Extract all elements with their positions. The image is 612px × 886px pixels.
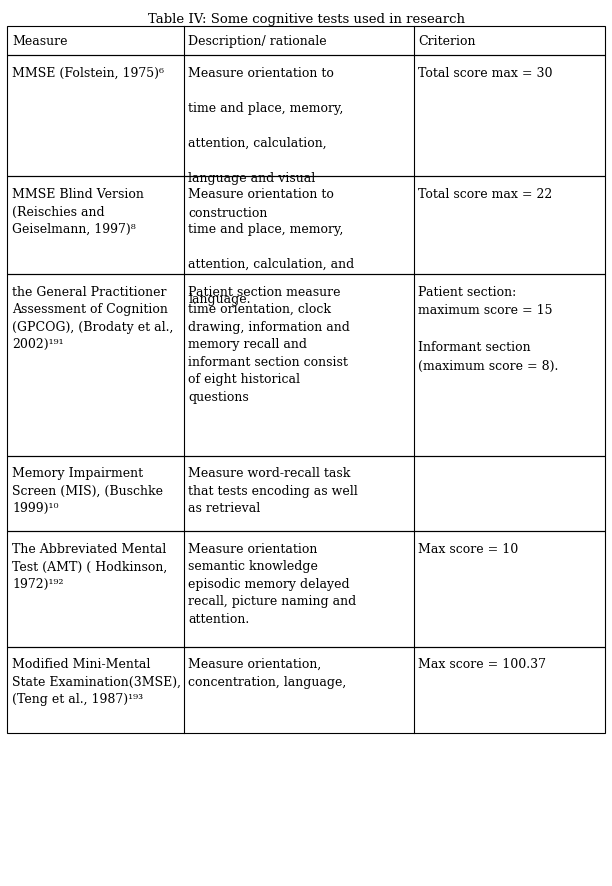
Text: Measure: Measure — [12, 35, 68, 48]
Bar — [7, 275, 605, 456]
Bar — [7, 177, 605, 275]
Text: Max score = 100.37: Max score = 100.37 — [419, 657, 547, 671]
Text: Table IV: Some cognitive tests used in research: Table IV: Some cognitive tests used in r… — [147, 13, 465, 27]
Text: Measure orientation
semantic knowledge
episodic memory delayed
recall, picture n: Measure orientation semantic knowledge e… — [188, 542, 357, 626]
Text: Patient section measure
time orientation, clock
drawing, information and
memory : Patient section measure time orientation… — [188, 285, 350, 403]
Text: Measure orientation,
concentration, language,: Measure orientation, concentration, lang… — [188, 657, 346, 688]
Bar — [7, 56, 605, 177]
Bar — [7, 456, 605, 532]
Text: the General Practitioner
Assessment of Cognition
(GPCOG), (Brodaty et al.,
2002): the General Practitioner Assessment of C… — [12, 285, 174, 351]
Text: MMSE (Folstein, 1975)⁶: MMSE (Folstein, 1975)⁶ — [12, 66, 164, 80]
Text: Memory Impairment
Screen (MIS), (Buschke
1999)¹⁰: Memory Impairment Screen (MIS), (Buschke… — [12, 467, 163, 515]
Text: Description/ rationale: Description/ rationale — [188, 35, 327, 48]
Text: The Abbreviated Mental
Test (AMT) ( Hodkinson,
1972)¹⁹²: The Abbreviated Mental Test (AMT) ( Hodk… — [12, 542, 168, 590]
Text: Patient section:
maximum score = 15

Informant section
(maximum score = 8).: Patient section: maximum score = 15 Info… — [419, 285, 559, 372]
Text: Modified Mini-Mental
State Examination(3MSE),
(Teng et al., 1987)¹⁹³: Modified Mini-Mental State Examination(3… — [12, 657, 181, 705]
Text: Total score max = 30: Total score max = 30 — [419, 66, 553, 80]
Bar — [7, 27, 605, 56]
Text: MMSE Blind Version
(Reischies and
Geiselmann, 1997)⁸: MMSE Blind Version (Reischies and Geisel… — [12, 188, 144, 236]
Text: Measure orientation to

time and place, memory,

attention, calculation,

langua: Measure orientation to time and place, m… — [188, 66, 344, 219]
Text: Max score = 10: Max score = 10 — [419, 542, 518, 556]
Bar — [7, 647, 605, 734]
Text: Criterion: Criterion — [419, 35, 476, 48]
Text: Total score max = 22: Total score max = 22 — [419, 188, 553, 201]
Bar — [7, 532, 605, 647]
Text: Measure word-recall task
that tests encoding as well
as retrieval: Measure word-recall task that tests enco… — [188, 467, 358, 515]
Text: Measure orientation to

time and place, memory,

attention, calculation, and

la: Measure orientation to time and place, m… — [188, 188, 355, 306]
